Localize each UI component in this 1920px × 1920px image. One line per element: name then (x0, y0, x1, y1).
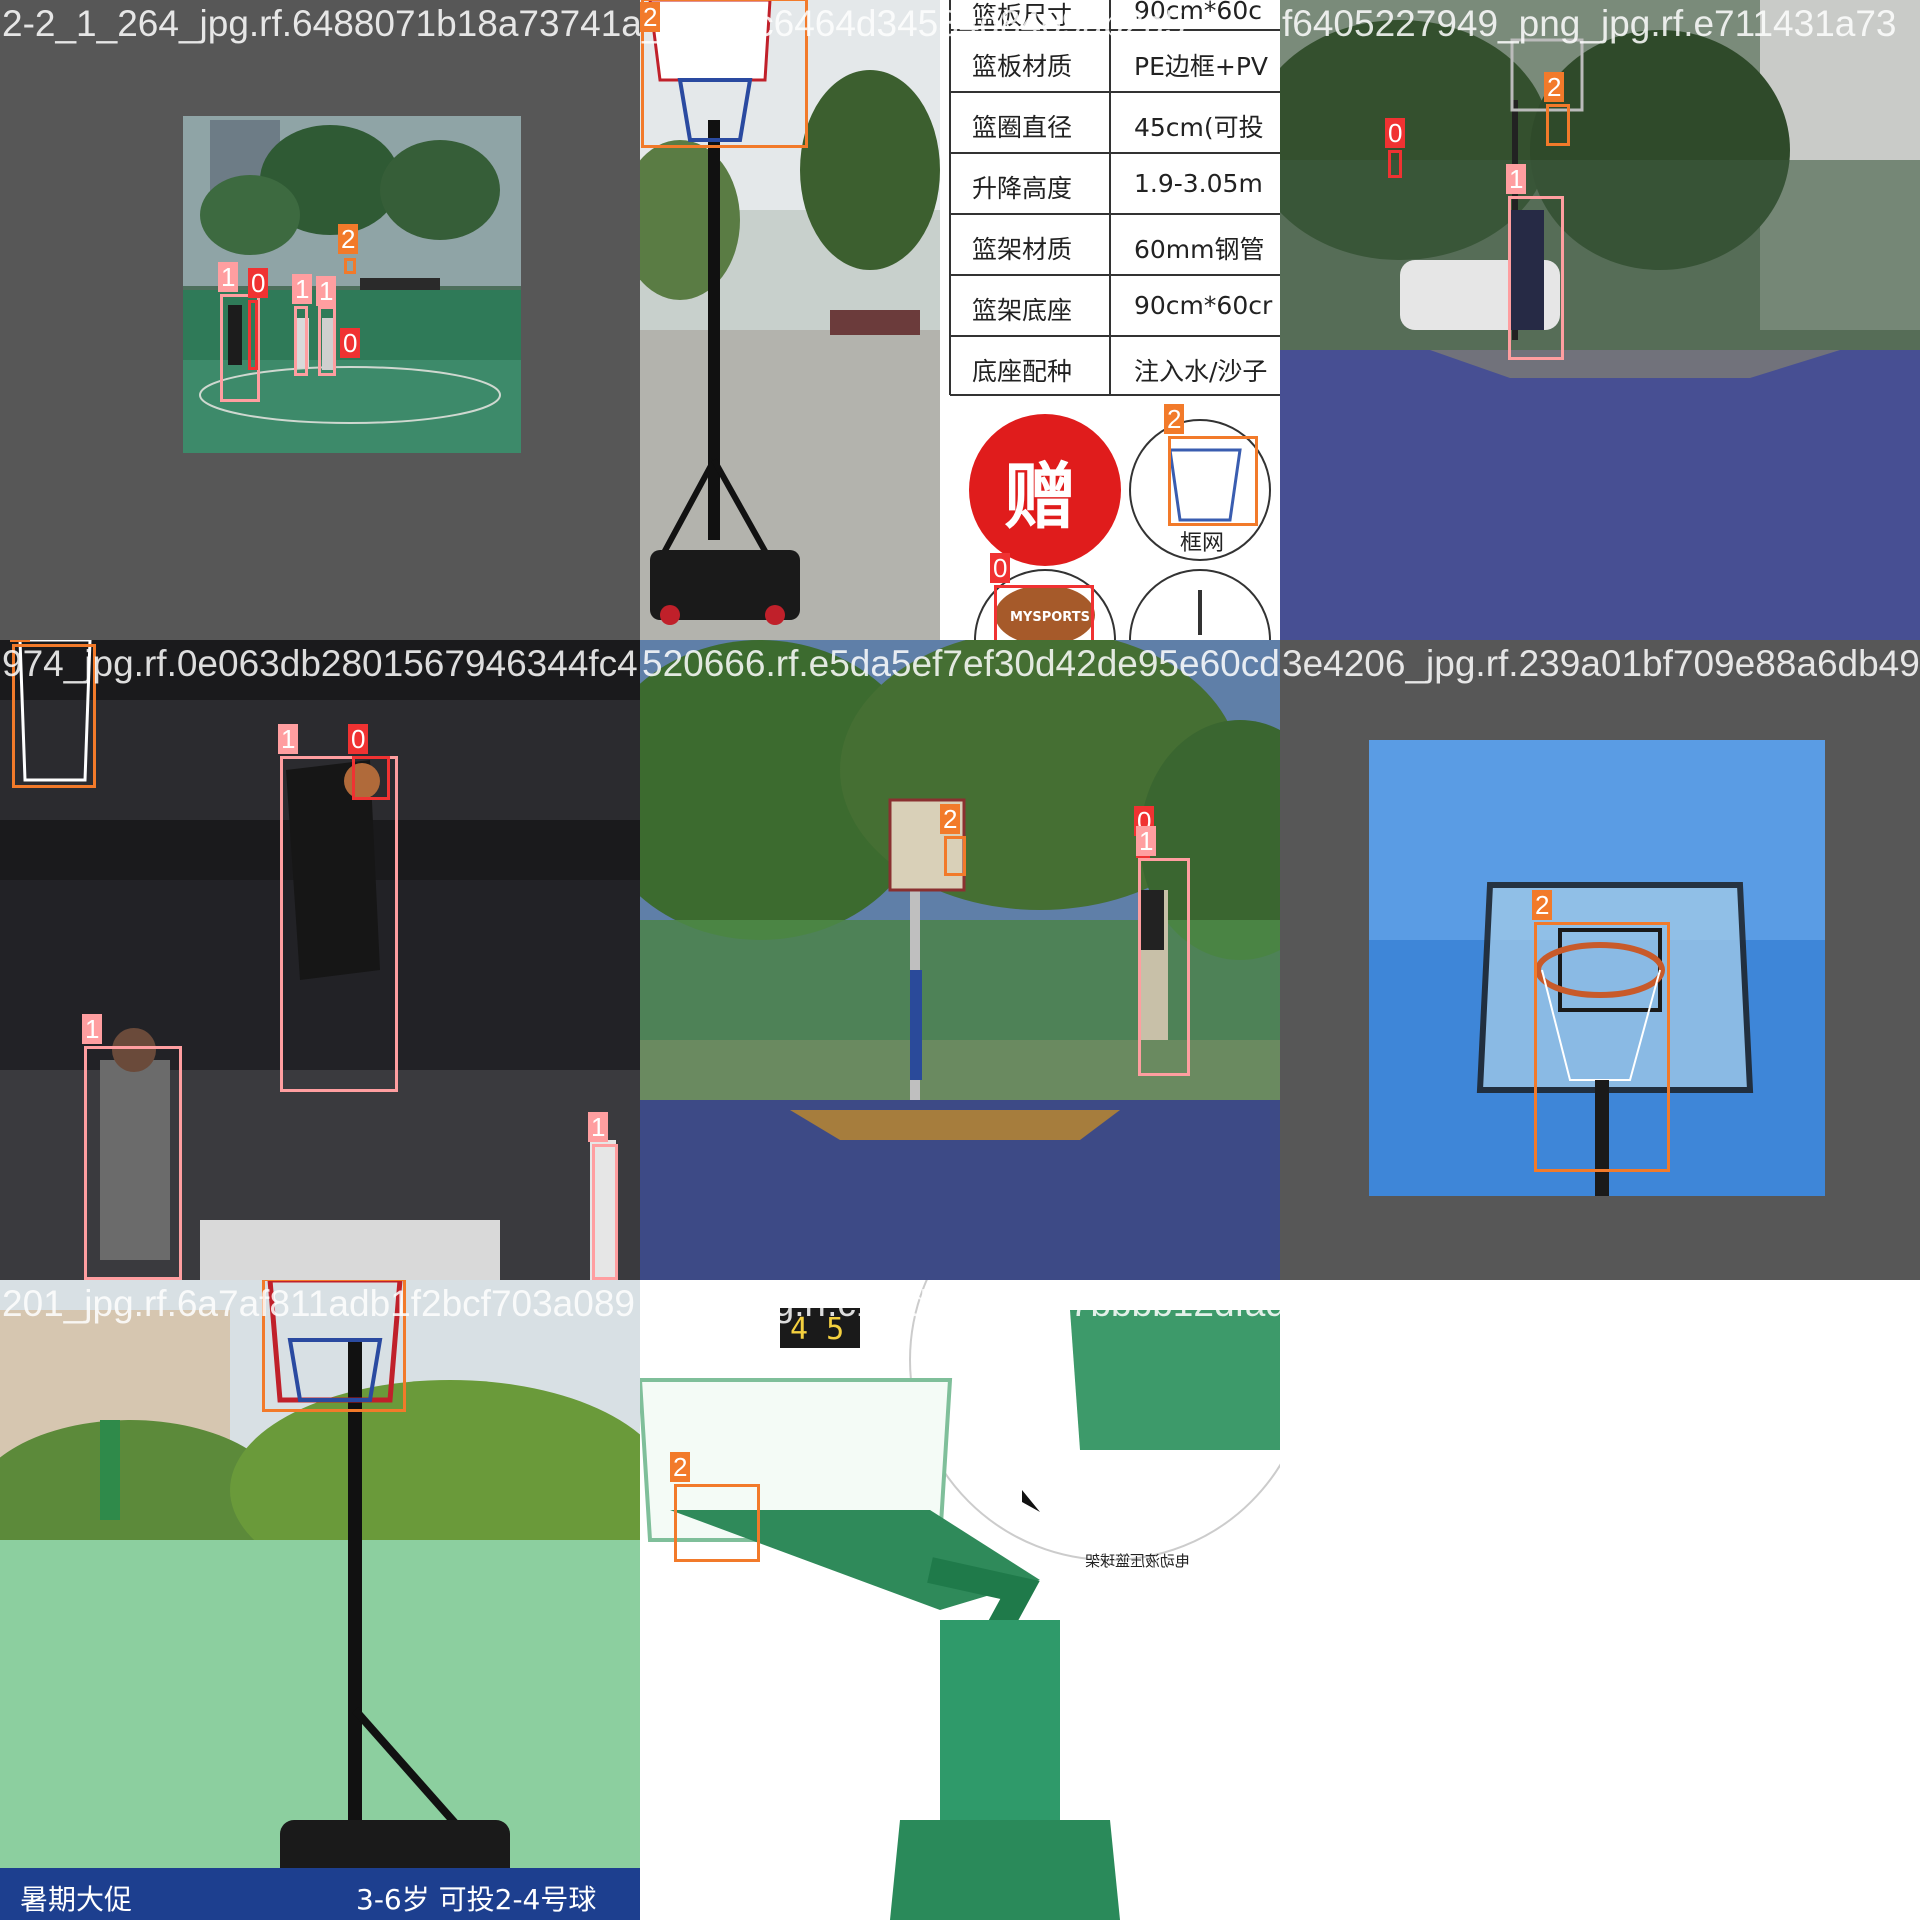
bbox-hoop (1546, 104, 1570, 146)
bbox-label: 1 (588, 1112, 609, 1142)
tile-8: 9147_jpg.rf.c1f3dbc287e77bbbb12dfadad7b1… (640, 1280, 1280, 1920)
tile-2-filename: _jpg.rf.c6464d34584d8409ab2a5 (642, 3, 1186, 44)
bbox-hoop (641, 0, 808, 148)
tile-5-filename: 520666.rf.e5da5ef7ef30d42de95e60cdde4d (642, 643, 1280, 684)
bbox-person (1508, 196, 1564, 360)
bbox-hoop (344, 258, 356, 274)
promo-banner-left: 暑期大促 (20, 1883, 133, 1916)
tile-6: 3e4206_jpg.rf.239a01bf709e88a6db49 2 (1280, 640, 1920, 1280)
bbox-ball (1388, 150, 1402, 178)
bbox-label: 2 (940, 804, 961, 834)
bbox-label: 2 (670, 1452, 691, 1482)
bbox-hoop (1168, 436, 1258, 526)
gift-badge: 赠 (1004, 455, 1077, 539)
bbox-ball (994, 585, 1094, 640)
spec-value: 注入水/沙子 (1134, 357, 1268, 386)
spec-label: 篮架底座 (972, 296, 1073, 325)
tile-8-photo (640, 1280, 1280, 1920)
bbox-person (592, 1144, 618, 1280)
ball-brand: MYSPORTS (1010, 610, 1090, 625)
tile-2-photo (640, 0, 1280, 640)
bbox-ball (352, 756, 390, 800)
bbox-hoop (262, 1280, 406, 1412)
bbox-hoop (1534, 922, 1670, 1172)
tile-4-photo (0, 640, 640, 1280)
bbox-person (1138, 858, 1190, 1076)
bbox-hoop (674, 1484, 760, 1562)
scoreboard-digits: 4 5 (790, 1312, 845, 1347)
bbox-label: 0 (990, 553, 1011, 583)
tile-2: _jpg.rf.c6464d34584d8409ab2a5 篮板尺寸 90cm*… (640, 0, 1280, 640)
tile-3: f6405227949_png_jpg.rf.e711431a73 0 2 1 (1280, 0, 1920, 640)
net-caption: 框网 (1180, 531, 1225, 556)
bbox-label: 1 (278, 724, 299, 754)
bbox-person (220, 294, 260, 402)
spec-label: 篮板材质 (972, 52, 1073, 81)
spec-value: 90cm*60cr (1134, 291, 1273, 320)
tile-1: 2-2_1_264_jpg.rf.6488071b18a73741a7fb38c… (0, 0, 640, 640)
bbox-label: 0 (340, 328, 361, 358)
bbox-person (318, 306, 336, 376)
bbox-label: 1 (1506, 164, 1527, 194)
spec-label: 升降高度 (972, 174, 1073, 203)
bbox-label: 0 (348, 724, 369, 754)
bbox-label: 2 (1532, 890, 1553, 920)
spec-value: 90cm*60c (1134, 0, 1262, 25)
bbox-label: 1 (316, 276, 337, 306)
bbox-person (280, 756, 398, 1092)
spec-label: 篮架材质 (972, 235, 1073, 264)
tile-1-photo (0, 0, 640, 640)
product-caption: 电动液压篮球架 (1085, 1552, 1191, 1570)
bbox-label: 2 (640, 2, 661, 32)
bbox-hoop (12, 644, 96, 788)
bbox-label: 1 (218, 262, 239, 292)
bbox-hoop (944, 836, 966, 876)
bbox-person (294, 306, 308, 376)
bbox-label: 0 (1385, 118, 1406, 148)
bbox-label: 1 (1136, 826, 1157, 856)
bbox-label: 2 (1164, 404, 1185, 434)
tile-3-filename: f6405227949_png_jpg.rf.e711431a73 (1282, 3, 1897, 44)
bbox-label: 1 (82, 1014, 103, 1044)
spec-value: 45cm(可投 (1134, 113, 1264, 142)
bbox-person (84, 1046, 182, 1280)
bbox-label: 0 (248, 268, 269, 298)
tile-4-filename: 974_jpg.rf.0e063db2801567946344fc4 (2, 643, 638, 684)
promo-banner: 暑期大促 3-6岁 可投2-4号球 (0, 1868, 640, 1920)
bbox-ball (248, 300, 258, 370)
spec-value: PE边框+PV (1134, 52, 1268, 81)
promo-banner-right: 3-6岁 可投2-4号球 (356, 1883, 597, 1916)
bbox-label: 2 (10, 640, 31, 642)
spec-label: 篮圈直径 (972, 113, 1073, 142)
bbox-label: 2 (1544, 72, 1565, 102)
tile-5: 520666.rf.e5da5ef7ef30d42de95e60cdde4d 2… (640, 640, 1280, 1280)
tile-1-filename: 2-2_1_264_jpg.rf.6488071b18a73741a7fb38c (2, 3, 640, 44)
spec-value: 1.9-3.05m (1134, 169, 1263, 198)
spec-value: 60mm钢管 (1134, 235, 1265, 264)
tile-5-photo (640, 640, 1280, 1280)
tile-8-filename: 9147_jpg.rf.c1f3dbc287e77bbbb12dfadad7b1… (642, 1283, 1280, 1324)
tile-6-filename: 3e4206_jpg.rf.239a01bf709e88a6db49 (1282, 643, 1920, 684)
tile-6-photo (1280, 640, 1920, 1280)
tile-7-filename: 201_jpg.rf.6a7af811adb1f2bcf703a089 (2, 1283, 635, 1324)
bbox-label: 2 (338, 224, 359, 254)
tile-7: 201_jpg.rf.6a7af811adb1f2bcf703a089 暑期大促… (0, 1280, 640, 1920)
tile-4: 974_jpg.rf.0e063db2801567946344fc4 2 1 0… (0, 640, 640, 1280)
bbox-label: 1 (292, 274, 313, 304)
spec-label: 篮板尺寸 (972, 1, 1073, 30)
tile-3-photo (1280, 0, 1920, 640)
spec-label: 底座配种 (972, 357, 1073, 386)
